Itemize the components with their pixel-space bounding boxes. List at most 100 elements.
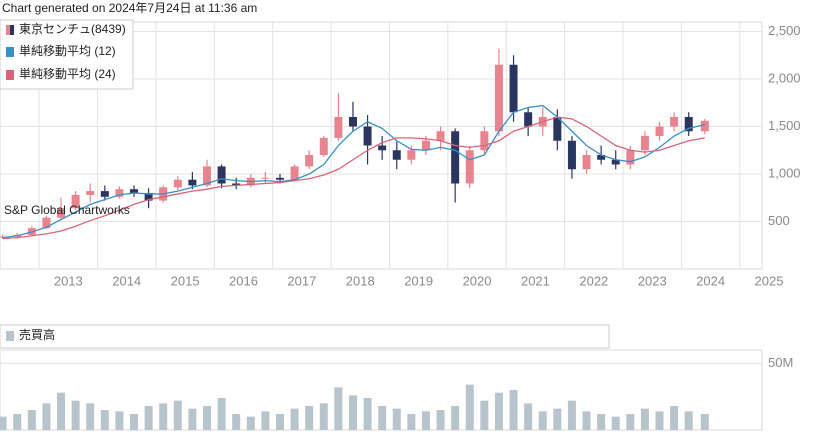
y-tick-label: 1,500 [768, 118, 801, 133]
volume-bar [246, 416, 255, 430]
moving-average-line [2, 104, 705, 239]
volume-bar [42, 403, 51, 430]
volume-bar [275, 414, 284, 430]
legend [0, 19, 134, 90]
x-tick-label: 2017 [287, 273, 316, 288]
x-tick-label: 2014 [112, 273, 141, 288]
candle-body [86, 191, 95, 195]
volume-bar [100, 410, 109, 430]
x-tick-label: 2019 [404, 273, 433, 288]
volume-bar [538, 411, 547, 430]
volume-bar [71, 400, 80, 430]
candle-body [567, 140, 576, 170]
volume-bar [305, 406, 314, 430]
candle-body [348, 117, 357, 127]
x-tick-label: 2016 [229, 273, 258, 288]
volume-bar [13, 414, 22, 430]
volume-bar [670, 406, 679, 430]
candle-body [290, 166, 299, 180]
volume-bar [597, 414, 606, 430]
candle-body [202, 166, 211, 186]
legend-swatch [6, 25, 10, 35]
volume-bar [494, 392, 503, 430]
y-tick-label: 2,000 [768, 70, 801, 85]
volume-bar [188, 408, 197, 430]
x-tick-label: 2021 [521, 273, 550, 288]
candle-body [480, 131, 489, 151]
volume-bar [524, 403, 533, 430]
candle-body [217, 166, 226, 184]
volume-bar [611, 416, 620, 430]
candle-body [57, 208, 66, 218]
candle-body [421, 140, 430, 151]
moving-average-line [2, 116, 705, 240]
candle-body [232, 183, 241, 186]
volume-bar [480, 400, 489, 430]
y-tick-label: 50M [768, 355, 793, 370]
candle-body [188, 179, 197, 186]
candle-body [640, 136, 649, 151]
x-tick-label: 2022 [579, 273, 608, 288]
candle-body [655, 126, 664, 136]
volume-bar [159, 403, 168, 430]
volume-bar [392, 408, 401, 430]
volume-bar [144, 406, 153, 430]
candle-body [684, 117, 693, 132]
volume-bar [700, 414, 709, 430]
volume-bar [684, 411, 693, 430]
volume-bar [567, 400, 576, 430]
candle-body [582, 155, 591, 170]
header: Chart generated on 2024年7月24日 at 11:36 a… [2, 1, 257, 15]
volume-bar [0, 416, 7, 430]
volume-bar [173, 400, 182, 430]
candle-body [378, 145, 387, 151]
x-tick-label: 2018 [346, 273, 375, 288]
volume-bar [553, 408, 562, 430]
x-tick-label: 2020 [463, 273, 492, 288]
candle-body [524, 112, 533, 127]
x-tick-label: 2013 [54, 273, 83, 288]
candle-body [670, 117, 679, 127]
candle-body [173, 179, 182, 188]
candle-body [305, 155, 314, 167]
volume-bar [130, 414, 139, 430]
volume-bar [582, 411, 591, 430]
candle-body [465, 150, 474, 184]
volume-bar [57, 392, 66, 430]
x-tick-label: 2024 [696, 273, 725, 288]
volume-bar [421, 411, 430, 430]
volume-bar [509, 390, 518, 430]
candle-body [275, 177, 284, 180]
y-tick-label: 2,500 [768, 23, 801, 38]
volume-bar [378, 406, 387, 430]
candle-body [334, 117, 343, 138]
candle-body [115, 189, 124, 197]
legend-swatch [10, 25, 14, 35]
volume-bar [115, 411, 124, 430]
candle-body [553, 117, 562, 141]
volume-bar [451, 406, 460, 430]
volume-bar [319, 403, 328, 430]
candle-body [407, 150, 416, 160]
candle-body [436, 131, 445, 141]
volume-bar [290, 408, 299, 430]
legend-swatch [6, 70, 14, 80]
candle-body [71, 194, 80, 209]
volume-bar [407, 414, 416, 430]
volume-bar [86, 403, 95, 430]
legend-label: 単純移動平均 (12) [19, 44, 116, 58]
volume-bar [640, 408, 649, 430]
x-tick-label: 2015 [171, 273, 200, 288]
candle-body [392, 150, 401, 160]
volume-bar [232, 414, 241, 430]
candle-body [626, 150, 635, 165]
volume-bar [334, 387, 343, 430]
y-tick-label: 500 [768, 213, 790, 228]
candle-body [144, 193, 153, 201]
x-tick-label: 2025 [755, 273, 784, 288]
legend-label: 東京センチュ(8439) [19, 22, 126, 36]
candle-body [451, 131, 460, 184]
candle-body [509, 64, 518, 113]
volume-bar [363, 398, 372, 430]
